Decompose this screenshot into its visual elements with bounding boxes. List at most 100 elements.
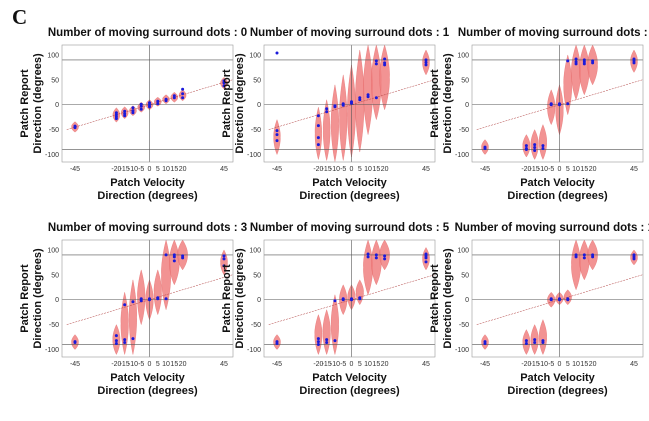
- y-tick-label: 0: [55, 297, 59, 304]
- data-point: [164, 97, 168, 101]
- x-tick-label: -15: [530, 166, 540, 173]
- data-point: [533, 341, 537, 345]
- data-point: [424, 260, 428, 264]
- identity-line: [66, 79, 233, 130]
- x-tick-label: 20: [589, 361, 597, 368]
- data-point: [582, 58, 586, 62]
- x-axis-label: Patch Velocity: [110, 177, 185, 189]
- x-tick-label: -20: [521, 166, 531, 173]
- identity-line: [268, 274, 435, 325]
- x-tick-label: 0: [350, 166, 354, 173]
- y-axis-label: Direction (degrees): [442, 248, 454, 349]
- x-tick-label: -15: [120, 361, 130, 368]
- data-point: [316, 340, 320, 344]
- x-tick-label: 5: [566, 166, 570, 173]
- panel-title: Number of moving surround dots : 3: [48, 222, 247, 234]
- data-point: [316, 136, 320, 140]
- panel-title: Number of moving surround dots : 5: [250, 222, 450, 234]
- data-point: [574, 253, 578, 257]
- data-point: [358, 96, 362, 100]
- data-point: [131, 106, 135, 110]
- data-point: [131, 111, 135, 115]
- data-point: [541, 144, 545, 148]
- data-point: [558, 297, 561, 301]
- violin: [323, 99, 331, 161]
- data-point: [483, 342, 487, 346]
- data-point: [374, 62, 378, 66]
- x-tick-label: -5: [548, 166, 554, 173]
- data-point: [333, 299, 337, 303]
- data-point: [73, 341, 77, 345]
- data-point: [366, 93, 370, 97]
- y-tick-label: 0: [55, 102, 59, 109]
- x-tick-label: 20: [381, 166, 389, 173]
- violin: [538, 124, 547, 160]
- x-tick-label: -10: [330, 361, 340, 368]
- x-tick-label: 10: [364, 166, 372, 173]
- data-point: [222, 254, 226, 258]
- data-point: [524, 342, 528, 346]
- x-tick-label: 45: [630, 361, 638, 368]
- data-point: [222, 257, 226, 261]
- data-point: [275, 133, 279, 137]
- violin: [547, 89, 556, 126]
- x-tick-label: 45: [422, 166, 430, 173]
- data-point: [424, 252, 428, 256]
- data-point: [549, 103, 553, 107]
- y-tick-label: 100: [457, 52, 469, 59]
- plot-frame: [471, 44, 644, 163]
- y-tick-label: 0: [465, 297, 469, 304]
- violin: [339, 74, 348, 161]
- x-tick-label: 20: [179, 361, 187, 368]
- x-tick-label: 15: [372, 166, 380, 173]
- y-tick-label: 100: [249, 247, 261, 254]
- x-tick-label: 45: [422, 361, 430, 368]
- x-tick-label: 5: [358, 361, 362, 368]
- y-tick-label: 0: [257, 297, 261, 304]
- violin: [579, 240, 590, 281]
- data-point: [374, 59, 378, 63]
- y-tick-label: 100: [457, 247, 469, 254]
- data-point: [123, 303, 127, 307]
- data-point: [341, 297, 345, 301]
- data-point: [222, 84, 226, 88]
- data-point: [582, 62, 586, 66]
- data-point: [533, 143, 537, 147]
- plot-area: [62, 240, 233, 357]
- y-tick-label: -50: [251, 322, 261, 329]
- data-point: [114, 117, 118, 121]
- data-point: [533, 146, 537, 150]
- data-point: [325, 110, 329, 114]
- x-tick-label: -45: [70, 361, 80, 368]
- x-tick-label: -20: [111, 166, 121, 173]
- panel-title: Number of moving surround dots : 1: [250, 27, 450, 39]
- violin: [128, 279, 137, 355]
- plot-area: [62, 45, 233, 162]
- x-axis-label: Direction (degrees): [507, 190, 608, 202]
- x-tick-label: 20: [381, 361, 389, 368]
- x-tick-label: -15: [322, 166, 332, 173]
- data-point: [591, 253, 595, 257]
- x-tick-label: -45: [480, 361, 490, 368]
- data-point: [148, 298, 151, 302]
- x-tick-label: 45: [220, 361, 228, 368]
- x-tick-label: 10: [572, 361, 580, 368]
- data-point: [374, 256, 378, 260]
- x-tick-label: -15: [120, 166, 130, 173]
- panel-title: Number of moving surround dots : 10: [455, 222, 649, 234]
- data-point: [632, 253, 636, 257]
- x-tick-label: -10: [128, 361, 138, 368]
- x-tick-label: -20: [313, 361, 323, 368]
- data-point: [424, 63, 428, 67]
- x-axis-label: Patch Velocity: [520, 177, 595, 189]
- data-point: [181, 87, 185, 91]
- violin: [563, 54, 573, 116]
- data-point: [222, 79, 226, 83]
- data-point: [164, 297, 168, 301]
- data-point: [383, 257, 387, 261]
- violin: [371, 240, 382, 286]
- y-tick-label: -50: [251, 127, 261, 134]
- x-axis-label: Patch Velocity: [520, 372, 595, 384]
- data-point: [383, 57, 387, 61]
- y-tick-label: -100: [247, 347, 261, 354]
